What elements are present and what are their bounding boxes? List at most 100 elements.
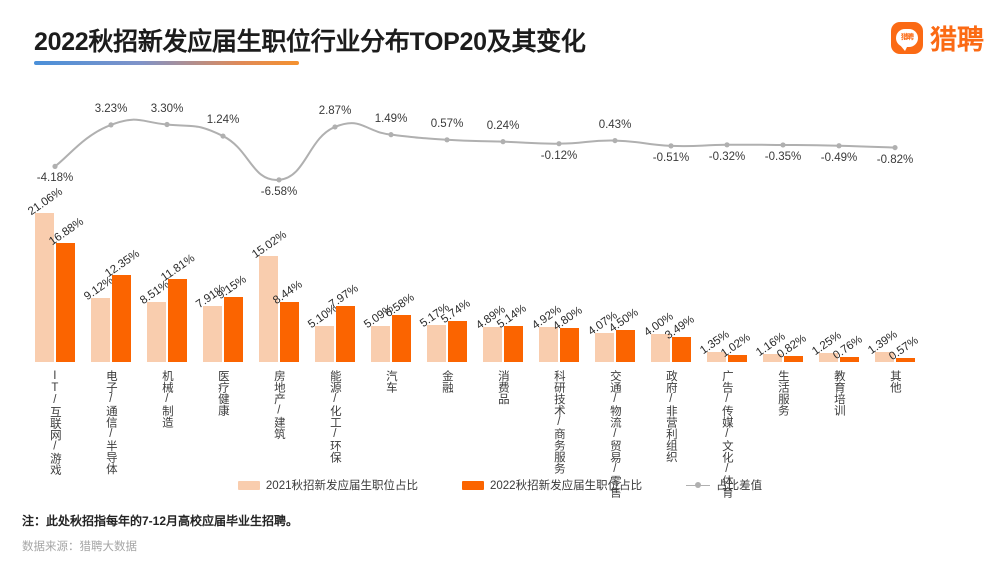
line-marker [444,137,450,143]
line-marker [836,143,842,149]
category-label: 金融 [440,370,453,393]
category-label: 科研技术/商务服务 [552,370,565,474]
bar-2022 [112,274,131,362]
line-marker [724,142,730,148]
bar-2022 [280,302,299,362]
line-marker [612,137,618,144]
bar-2021 [315,325,334,362]
bar-2022 [840,356,859,362]
line-marker [780,142,786,148]
bar-2022 [448,321,467,362]
bar-2021 [651,333,670,362]
line-value-label: 1.24% [206,114,240,127]
category-label: 其他 [888,370,901,393]
category-label: 能源/化工/环保 [328,370,341,463]
line-marker [276,177,282,183]
line-value-label: -0.82% [876,153,914,166]
bar-2021 [147,301,166,362]
line-marker [556,141,562,147]
line-marker [332,124,338,130]
bar-2021 [707,352,726,362]
line-value-label: 2.87% [318,104,352,117]
chart-header: 2022秋招新发应届生职位行业分布TOP20及其变化 猎聘 猎聘 [0,0,1000,78]
bar-2021 [595,333,614,362]
bar-2022 [560,328,579,362]
bar-2021 [875,352,894,362]
bar-2022 [336,305,355,362]
category-label: 交通/物流/贸易/零售 [608,370,621,498]
legend-item[interactable]: 占比差值 [686,477,762,493]
legend-item[interactable]: 2021秋招新发应届生职位占比 [237,477,418,493]
bar-2021 [371,326,390,362]
line-value-label: -6.58% [260,185,298,198]
category-label: 教育培训 [832,370,845,416]
line-value-label: -0.49% [820,151,858,164]
logo-mark-label: 猎聘 [901,34,914,41]
category-label: 汽车 [384,370,397,393]
bar-2021 [763,353,782,362]
speech-bubble-icon: 猎聘 [896,28,918,51]
line-marker [52,163,58,170]
chart-legend: 2021秋招新发应届生职位占比 2022秋招新发应届生职位占比 占比差值 [0,477,1000,493]
chart-note: 注：此处秋招指每年的7-12月高校应届毕业生招聘。 [22,514,299,528]
line-value-label: 0.43% [598,118,632,131]
category-label: IT/互联网/游戏 [48,370,61,476]
category-label: 政府/非营利组织 [664,370,677,463]
legend-swatch-icon [462,480,484,490]
bar-2021 [483,327,502,362]
line-value-label: 3.30% [150,102,184,115]
logo-mark-icon: 猎聘 [891,21,923,54]
bar-2022 [728,354,747,362]
line-value-label: -4.18% [36,172,74,185]
legend-item[interactable]: 2022秋招新发应届生职位占比 [462,477,642,493]
line-marker [220,133,226,139]
line-marker [164,121,170,128]
bar-2022 [504,325,523,362]
bar-2022 [56,242,75,362]
line-value-label: -0.32% [708,150,746,163]
bar-2022 [224,297,243,362]
line-value-label: 0.57% [430,117,464,130]
bar-2021 [203,306,222,362]
logo-wordmark: 猎聘 [930,25,984,55]
legend-label: 占比差值 [716,480,763,492]
bar-2021 [539,327,558,362]
brand-logo: 猎聘 猎聘 [891,18,984,57]
bar-2021 [91,297,110,362]
line-marker [668,143,674,149]
line-value-label: -0.12% [540,149,578,162]
bar-2022 [896,357,915,362]
category-label: 生活服务 [776,370,789,416]
line-marker [108,122,114,128]
bar-2021 [427,325,446,362]
bar-2022 [616,330,635,362]
legend-label: 2022秋招新发应届生职位占比 [490,480,643,492]
title-underline [34,61,299,65]
line-value-label: 0.24% [486,119,520,132]
line-marker [500,139,506,145]
category-label: 房地产/建筑 [272,370,285,440]
difference-line [54,118,896,181]
bar-2022 [672,337,691,362]
category-label: 医疗健康 [216,370,229,416]
line-value-label: -0.51% [652,151,690,164]
bar-2022 [392,315,411,362]
bar-2021 [35,213,54,362]
line-value-label: 3.23% [94,102,128,115]
line-value-label: 1.49% [374,112,408,125]
category-label: 电子/通信/半导体 [104,370,117,475]
line-value-label: -0.35% [764,150,802,163]
line-marker [892,144,898,151]
legend-swatch-icon [237,480,260,490]
line-marker [388,132,394,138]
legend-line-marker-icon [686,481,711,490]
category-label: 广告/传媒/文化/体育 [720,370,733,498]
page-title: 2022秋招新发应届生职位行业分布TOP20及其变化 [34,28,586,56]
bar-2021 [819,353,838,362]
category-label: 机械/制造 [160,370,173,428]
legend-label: 2021秋招新发应届生职位占比 [265,480,418,492]
bar-2021 [259,255,278,362]
chart-source: 数据来源：猎聘大数据 [22,541,137,553]
bar-2022 [168,278,187,362]
